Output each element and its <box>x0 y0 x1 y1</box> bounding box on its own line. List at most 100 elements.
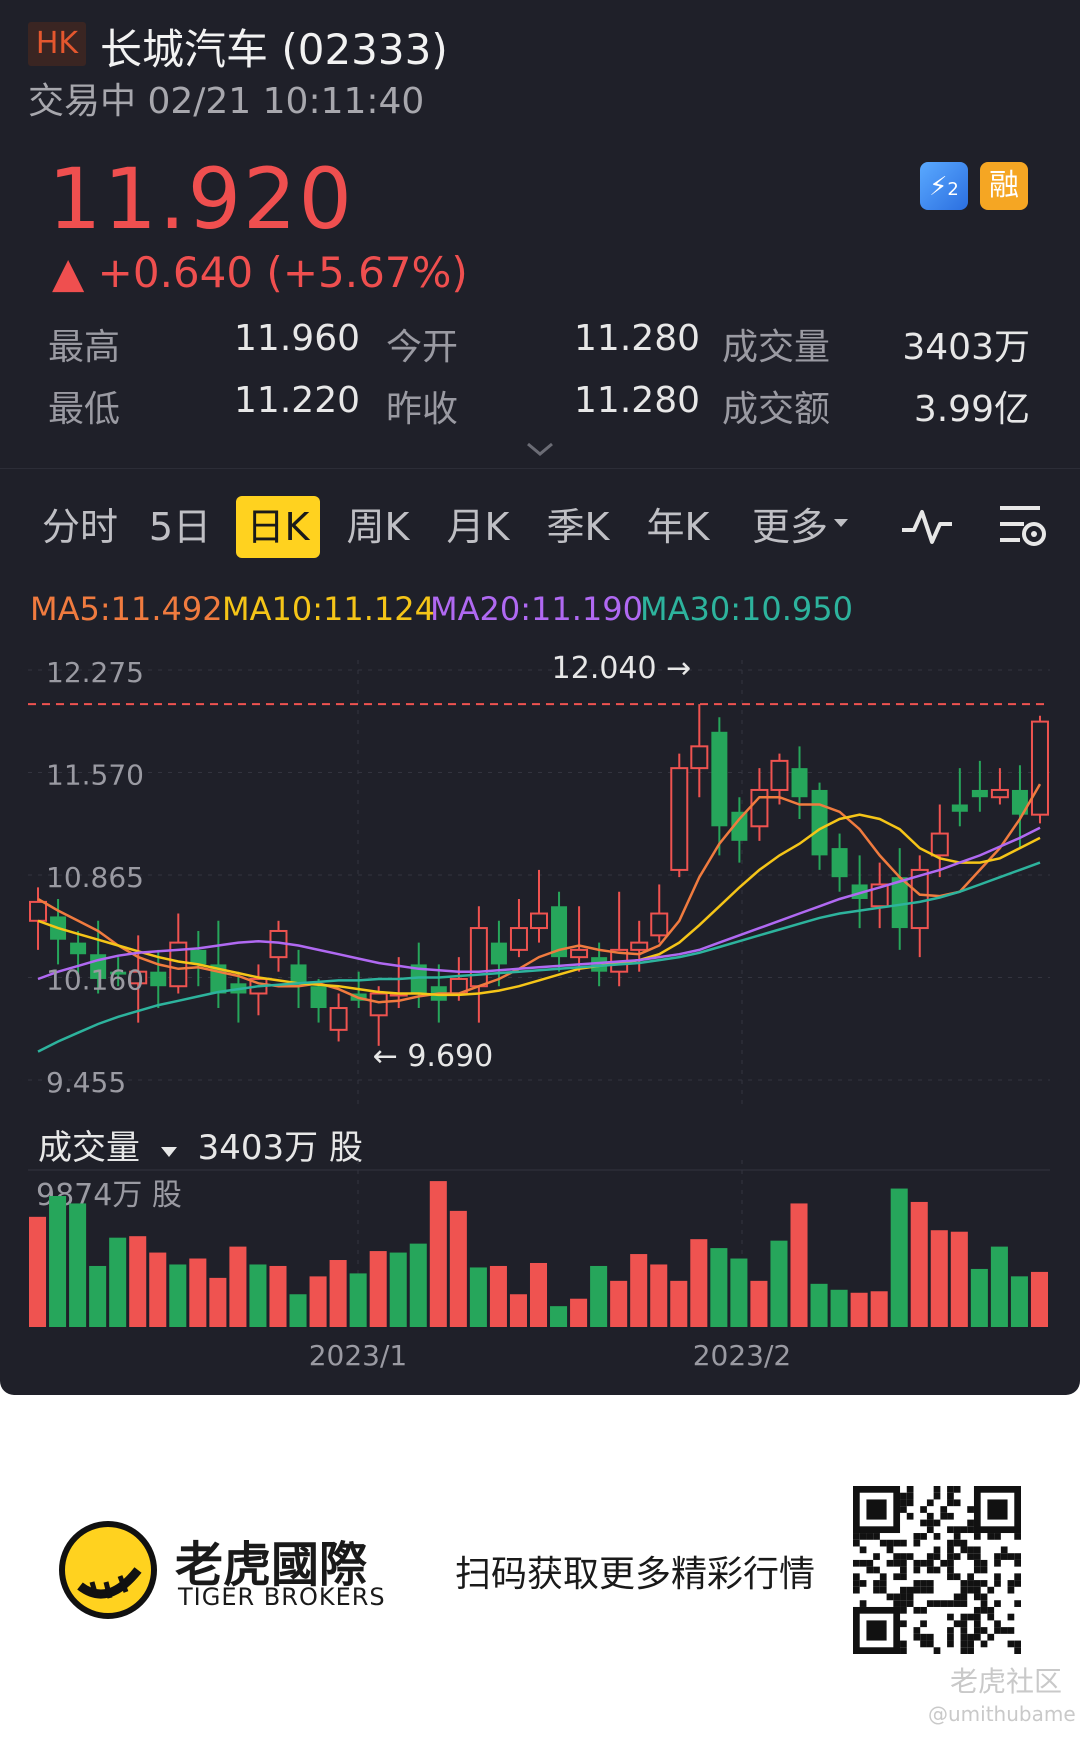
tab-intraday[interactable]: 分时 <box>41 505 118 549</box>
qr-module <box>953 1533 961 1540</box>
qr-module <box>933 1546 941 1554</box>
tab-quarterly-k[interactable]: 季K <box>546 505 610 549</box>
qr-module <box>893 1593 901 1601</box>
volume-bar <box>109 1237 127 1327</box>
tab-weekly-k[interactable]: 周K <box>346 505 410 549</box>
qr-module <box>960 1613 968 1621</box>
volume-bar <box>610 1280 628 1327</box>
volume-bar <box>209 1277 227 1327</box>
volume-bar <box>489 1265 507 1327</box>
qr-module <box>906 1492 914 1500</box>
tab-5day[interactable]: 5日 <box>148 505 212 549</box>
qr-finder <box>866 1499 887 1520</box>
qr-module <box>953 1553 961 1560</box>
qr-module <box>940 1600 948 1607</box>
tab-more[interactable]: 更多 <box>751 505 828 549</box>
settings-icon[interactable] <box>994 500 1050 550</box>
qr-module <box>933 1492 941 1500</box>
qr-module <box>1014 1533 1021 1540</box>
candle-body <box>469 927 488 988</box>
tab-yearly-k[interactable]: 年K <box>646 505 710 549</box>
qr-module <box>960 1620 968 1628</box>
qr-module <box>926 1633 934 1641</box>
volume-chart[interactable]: 2023/1 2023/2 <box>0 1160 1080 1385</box>
volume-bar <box>630 1254 648 1327</box>
ma20-label: MA20:11.190 <box>430 590 643 628</box>
qr-module <box>866 1533 874 1540</box>
qr-module <box>913 1566 921 1574</box>
qr-module <box>947 1539 954 1547</box>
margin-badge[interactable]: 融 <box>980 162 1028 210</box>
qr-module <box>920 1559 927 1567</box>
qr-module <box>920 1586 927 1594</box>
volume-bar <box>850 1292 868 1327</box>
qr-module <box>853 1559 860 1567</box>
qr-module <box>853 1539 860 1547</box>
qr-module <box>973 1606 981 1614</box>
qr-module <box>947 1526 954 1534</box>
volume-bar <box>590 1265 608 1327</box>
candle-body <box>570 948 589 959</box>
qr-code-icon[interactable] <box>853 1486 1021 1654</box>
volume-title[interactable]: 成交量 3403万 股 <box>38 1120 363 1169</box>
x-tick-label: 2023/1 <box>309 1339 408 1372</box>
qr-module <box>940 1559 948 1567</box>
qr-module <box>960 1539 968 1547</box>
qr-finder <box>866 1620 887 1641</box>
qr-module <box>1007 1586 1015 1594</box>
qr-module <box>967 1647 974 1654</box>
candle-body <box>891 877 908 929</box>
tab-monthly-k[interactable]: 月K <box>446 505 510 549</box>
qr-module <box>980 1627 988 1634</box>
volume-bar <box>69 1203 87 1327</box>
candle-body <box>150 971 167 987</box>
volume-bar <box>650 1264 668 1327</box>
qr-module <box>933 1647 941 1654</box>
candle-body <box>490 942 507 965</box>
qr-module <box>1007 1640 1015 1648</box>
qr-module <box>967 1633 974 1641</box>
indicator-wave-icon[interactable] <box>900 504 954 548</box>
qr-module <box>1000 1627 1008 1634</box>
tab-daily-k[interactable]: 日K <box>236 496 320 558</box>
volume-caret-icon <box>160 1147 177 1157</box>
qr-module <box>933 1533 941 1540</box>
qr-module <box>900 1553 907 1560</box>
stat-turnover-label: 成交额 <box>722 389 831 430</box>
volume-bar <box>830 1289 848 1327</box>
candle-body <box>129 970 148 985</box>
candlestick-chart[interactable]: 12.275 11.570 10.865 10.160 9.455 12.040 → ← 9… <box>0 640 1080 1120</box>
volume-bar <box>730 1258 748 1327</box>
qr-module <box>1014 1647 1021 1654</box>
qr-module <box>859 1600 867 1607</box>
qr-module <box>859 1580 867 1587</box>
volume-bar <box>990 1246 1008 1327</box>
volume-bar <box>890 1188 908 1327</box>
volume-bar <box>1030 1271 1048 1327</box>
qr-module <box>960 1586 968 1594</box>
candle-body <box>1011 789 1028 815</box>
ma-line-ma20 <box>37 826 1041 981</box>
chevron-down-icon[interactable] <box>524 440 556 460</box>
candle-body <box>551 906 568 958</box>
qr-module <box>879 1586 887 1594</box>
volume-bar <box>49 1195 67 1327</box>
qr-module <box>994 1533 1001 1540</box>
qr-module <box>913 1627 921 1634</box>
x-tick-label: 2023/2 <box>693 1339 792 1372</box>
qr-module <box>920 1620 927 1628</box>
qr-module <box>906 1553 914 1560</box>
qr-module <box>960 1593 968 1601</box>
qr-module <box>906 1586 914 1594</box>
qr-module <box>953 1600 961 1607</box>
lightning-badge-icon[interactable]: ⚡2 <box>920 162 968 210</box>
qr-module <box>960 1580 968 1587</box>
dropdown-caret-icon[interactable] <box>832 516 850 530</box>
volume-bar <box>870 1291 888 1327</box>
market-badge: HK <box>28 22 86 66</box>
qr-module <box>947 1640 954 1648</box>
ma-line-ma5 <box>37 783 1042 1004</box>
qr-module <box>879 1580 887 1587</box>
qr-module <box>967 1546 974 1554</box>
qr-module <box>947 1553 954 1560</box>
